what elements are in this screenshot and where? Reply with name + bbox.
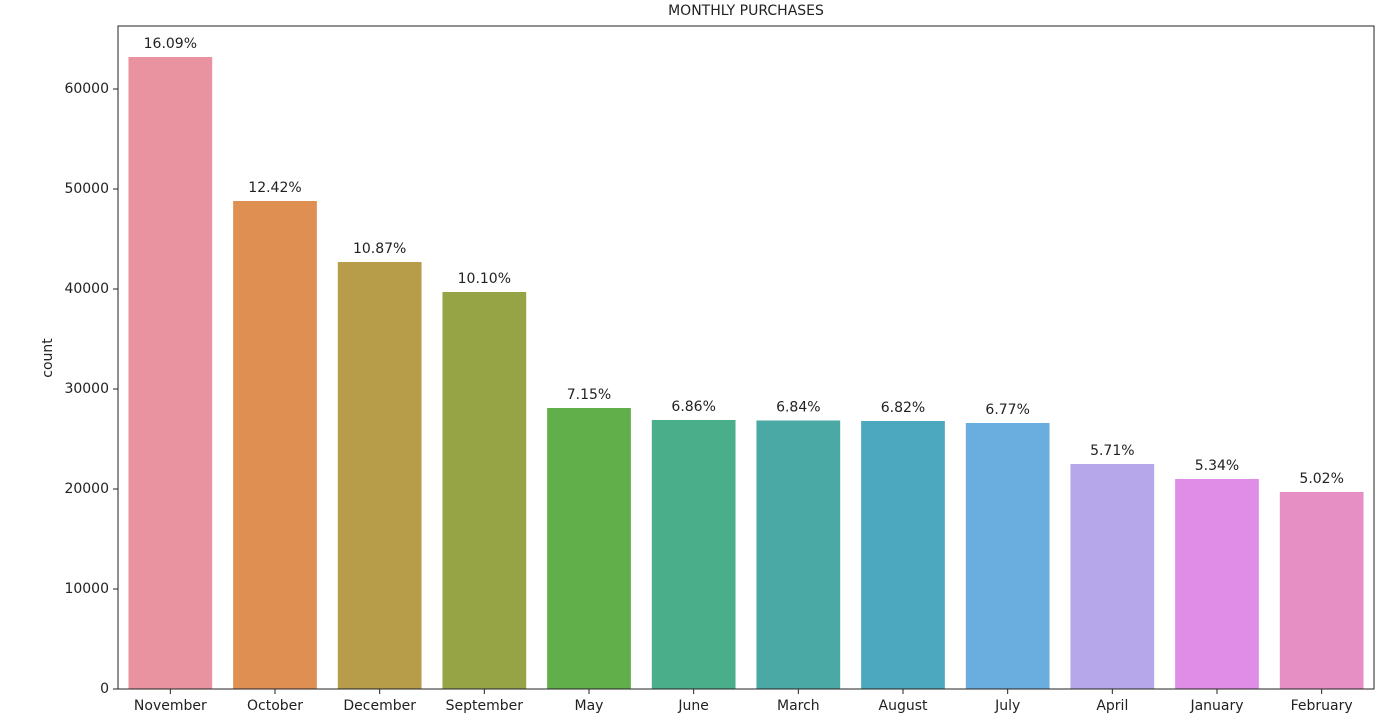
bar: [965, 423, 1050, 689]
bar: [233, 201, 317, 689]
x-tick-label: August: [879, 698, 929, 714]
bar: [1070, 464, 1155, 689]
chart-title: MONTHLY PURCHASES: [668, 3, 824, 19]
y-tick-label: 10000: [64, 581, 109, 597]
y-tick-label: 0: [100, 681, 109, 697]
y-tick-label: 50000: [64, 181, 109, 197]
bar-label: 6.77%: [985, 402, 1029, 418]
y-axis-label: count: [40, 338, 56, 378]
plot-frame: [117, 25, 1375, 690]
bar: [756, 420, 841, 689]
bar-label: 5.34%: [1195, 458, 1239, 474]
y-tick-label: 40000: [64, 281, 109, 297]
bar: [442, 292, 527, 689]
bar: [337, 262, 422, 689]
bar: [651, 420, 736, 689]
y-tick-label: 20000: [64, 481, 109, 497]
x-tick-label: June: [677, 698, 709, 714]
x-tick-label: April: [1096, 698, 1128, 714]
x-tick-label: November: [134, 698, 207, 714]
bar: [547, 408, 631, 689]
bar-label: 6.86%: [671, 399, 715, 415]
bar-label: 7.15%: [567, 387, 611, 403]
bar: [861, 421, 945, 689]
bar: [128, 57, 213, 689]
bar-label: 5.02%: [1299, 471, 1343, 487]
bar-label: 6.84%: [776, 400, 820, 416]
bar-label: 6.82%: [881, 400, 925, 416]
x-tick-label: January: [1189, 698, 1243, 714]
bar: [1175, 479, 1259, 689]
x-tick-label: July: [994, 698, 1020, 714]
x-tick-label: September: [446, 698, 524, 714]
bar-label: 5.71%: [1090, 443, 1134, 459]
x-tick-label: March: [777, 698, 820, 714]
y-tick-label: 30000: [64, 381, 109, 397]
bar-label: 10.10%: [458, 271, 511, 287]
bar: [1279, 492, 1364, 689]
x-tick-label: February: [1291, 698, 1353, 714]
bar-label: 10.87%: [353, 241, 406, 257]
x-tick-label: December: [343, 698, 416, 714]
y-tick-label: 60000: [64, 81, 109, 97]
x-tick-label: October: [247, 698, 303, 714]
x-tick-label: May: [575, 698, 604, 714]
bar-label: 12.42%: [248, 180, 301, 196]
bar-label: 16.09%: [144, 36, 197, 52]
